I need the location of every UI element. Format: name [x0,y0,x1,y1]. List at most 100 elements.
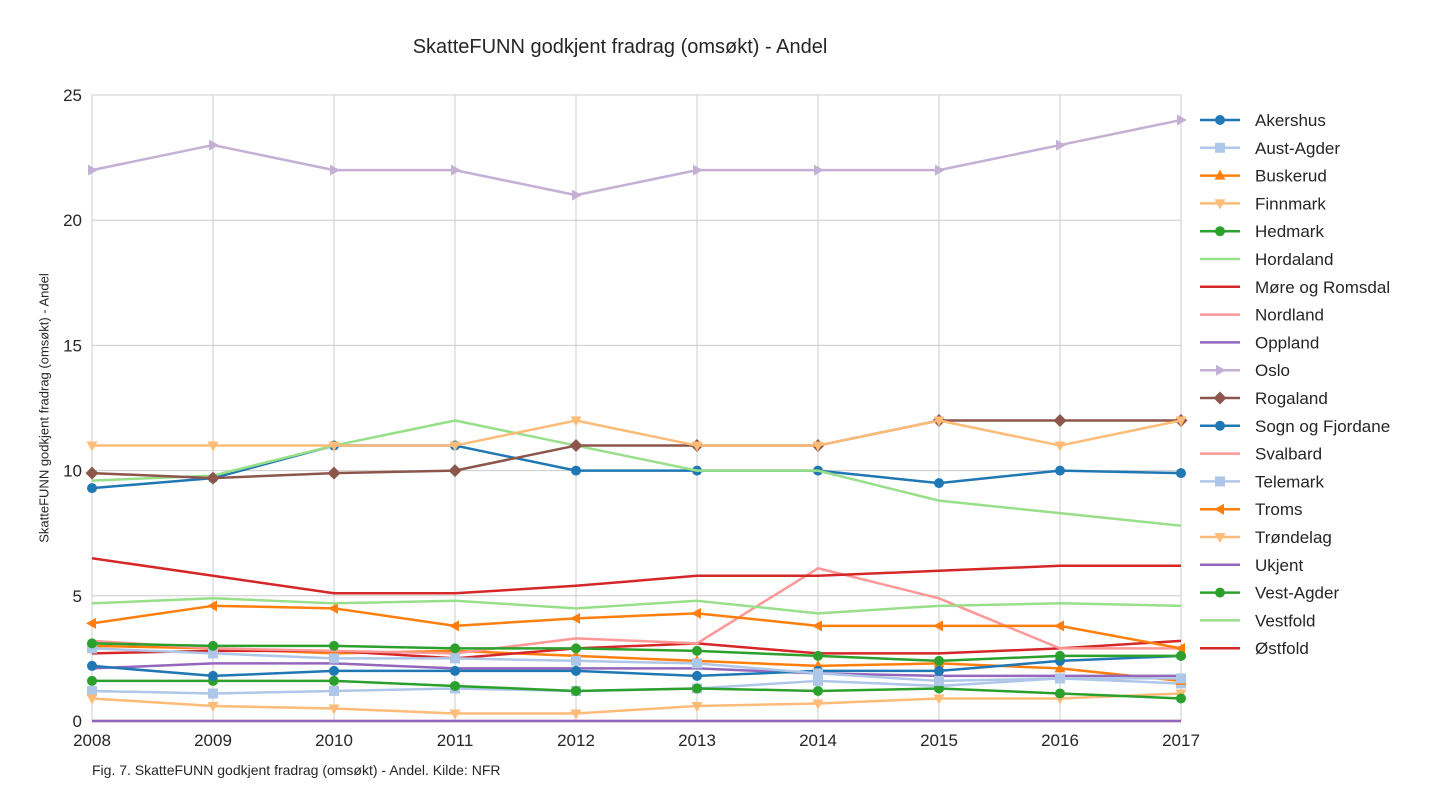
legend-label: Finnmark [1255,194,1326,213]
legend-marker [1214,503,1224,515]
series-oslo [88,114,1187,201]
data-point [1176,673,1186,684]
data-point [329,640,339,651]
data-point [87,643,97,654]
data-point [87,675,97,686]
legend-label: Oppland [1255,333,1319,352]
data-point [1056,139,1066,151]
legend-item: Aust-Agder [1200,139,1340,158]
legend-marker [1215,226,1225,237]
data-point [571,643,581,654]
series-line [91,604,1182,650]
legend-label: Svalbard [1255,445,1322,464]
legend-item: Troms [1200,500,1303,519]
legend-item: Nordland [1200,306,1324,325]
data-point [328,602,338,614]
data-point [87,483,97,494]
legend-marker [1213,391,1227,405]
data-point [1055,465,1065,476]
series-line [91,597,1182,615]
data-point [693,164,703,176]
series-line [91,419,1181,480]
data-point [934,665,944,676]
legend-label: Troms [1255,500,1303,519]
data-point [451,164,461,176]
legend-item: Ukjent [1200,556,1303,575]
legend-label: Hordaland [1255,250,1333,269]
series-line [91,118,1182,197]
data-point [88,164,98,176]
data-point [572,189,582,201]
data-point [571,665,581,676]
series-m-re-og-romsdal [91,639,1182,660]
data-point [87,638,97,649]
legend-marker [1215,420,1225,431]
data-point [692,670,702,681]
data-point [208,648,218,659]
data-point [1055,688,1065,699]
legend: Akershus Aust-Agder Buskerud Finnmark Hedmar… [1200,111,1390,658]
legend-label: Vestfold [1255,611,1316,630]
legend-item: Svalbard [1200,445,1322,464]
series-hedmark [87,675,1186,704]
x-tick-label: 2013 [678,731,716,750]
legend-item: Hedmark [1200,222,1324,241]
series-line [91,647,1181,683]
x-tick-label: 2016 [1041,731,1079,750]
legend-label: Buskerud [1255,167,1327,186]
series-line [91,662,1181,678]
series--stfold [91,557,1181,595]
legend-marker [1215,587,1225,598]
y-tick-label: 15 [63,336,82,355]
data-point [449,441,461,452]
series-line [91,654,1182,678]
data-point [934,478,944,489]
legend-item: Oppland [1200,333,1319,352]
data-point [935,164,945,176]
data-point [329,653,339,664]
legend-label: Østfold [1255,639,1309,658]
data-point [87,685,97,696]
legend-item: Oslo [1200,361,1290,380]
data-point [328,441,340,452]
data-point [814,164,824,176]
legend-label: Møre og Romsdal [1255,278,1390,297]
series-line [91,557,1181,595]
data-point [207,441,219,452]
data-point [813,668,823,679]
legend-item: Finnmark [1200,194,1326,213]
axis-ticks: 2008 2009 2010 2011 2012 2013 2014 2015 2016 2017… [63,86,1200,750]
figure-caption: Fig. 7. SkatteFUNN godkjent fradrag (oms… [92,762,501,778]
data-point [208,640,218,651]
legend-marker [1214,199,1226,210]
data-point [1054,441,1066,452]
legend-item: Sogn og Fjordane [1200,417,1390,436]
data-point [934,675,944,686]
legend-item: Østfold [1200,639,1309,658]
x-tick-label: 2008 [73,731,111,750]
data-point [571,465,581,476]
data-point [448,464,462,478]
data-point [812,441,824,452]
series-vest-agder [87,638,1186,666]
x-tick-label: 2011 [437,731,474,750]
x-tick-label: 2012 [557,731,595,750]
series-line [91,444,1182,490]
legend-label: Nordland [1255,306,1324,325]
data-point [1177,114,1187,126]
data-point [449,620,459,632]
data-point [1055,673,1065,684]
series-line [92,419,1182,447]
data-point [692,658,702,669]
data-point [209,139,219,151]
y-tick-label: 25 [63,86,82,105]
x-tick-label: 2010 [315,731,353,750]
data-point [208,688,218,699]
data-point [329,665,339,676]
legend-item: Vest-Agder [1200,584,1339,603]
legend-item: Møre og Romsdal [1200,278,1390,297]
data-point [692,645,702,656]
legend-label: Sogn og Fjordane [1255,417,1390,436]
legend-marker [1215,476,1225,487]
